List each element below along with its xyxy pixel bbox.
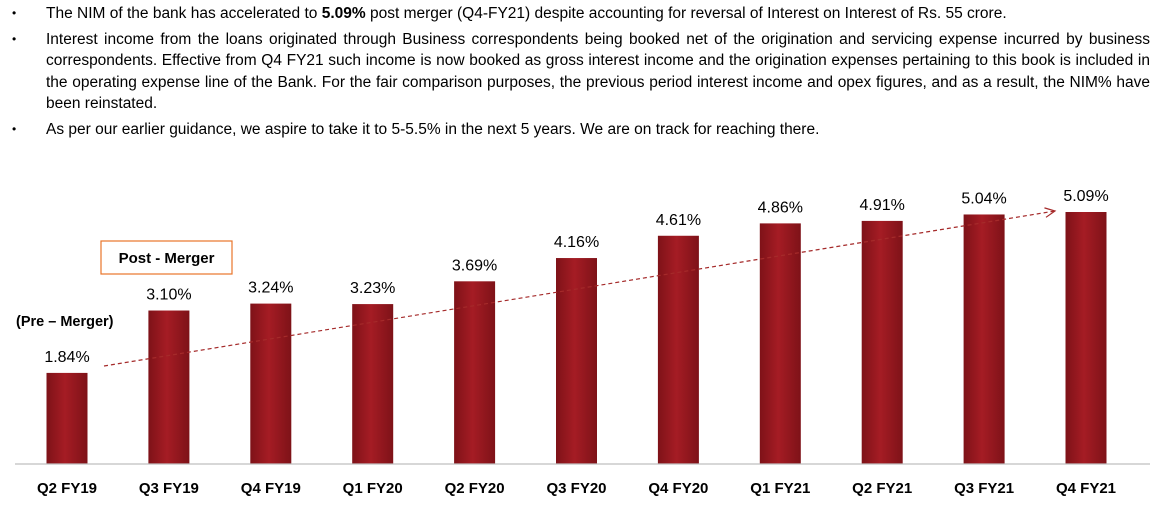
post-merger-label: Post - Merger: [119, 250, 215, 267]
bullet-item-guidance: • As per our earlier guidance, we aspire…: [10, 119, 1150, 141]
bar-q1-fy20: [352, 304, 394, 464]
x-tick-label: Q3 FY21: [954, 480, 1014, 497]
data-label: 1.84%: [44, 349, 89, 366]
bar-q1-fy21: [759, 223, 801, 464]
bar-q3-fy21: [963, 214, 1005, 464]
bullet-highlight: 5.09%: [321, 5, 366, 22]
bullet-item-bc-income: • Interest income from the loans origina…: [10, 29, 1150, 115]
x-tick-label: Q2 FY21: [852, 480, 912, 497]
x-tick-label: Q4 FY21: [1056, 480, 1116, 497]
x-tick-label: Q2 FY20: [445, 480, 505, 497]
x-tick-label: Q3 FY19: [139, 480, 199, 497]
bar-q2-fy21: [861, 220, 903, 464]
bar-q4-fy20: [657, 235, 699, 464]
bar-q3-fy20: [556, 258, 597, 464]
bullet-text: As per our earlier guidance, we aspire t…: [46, 120, 820, 138]
post-merger-box: [100, 240, 233, 275]
pre-merger-label: (Pre – Merger): [16, 314, 114, 330]
data-label: 5.09%: [1063, 188, 1108, 205]
x-tick-label: Q3 FY20: [546, 480, 606, 497]
data-label: 3.10%: [146, 287, 191, 304]
bullet-dot: •: [12, 6, 17, 20]
x-tick-label: Q4 FY20: [648, 480, 708, 497]
bar-q2-fy19: [46, 372, 88, 464]
trend-arrowhead: [1044, 207, 1057, 218]
bullet-item-nim: • The NIM of the bank has accelerated to…: [10, 3, 1150, 25]
bar-q4-fy19: [250, 303, 292, 464]
bullet-list: • The NIM of the bank has accelerated to…: [10, 3, 1150, 144]
data-label: 4.16%: [554, 234, 599, 251]
bar-q3-fy19: [148, 310, 190, 464]
bullet-dot: •: [12, 31, 17, 46]
bar-q2-fy20: [454, 281, 496, 464]
x-tick-label: Q1 FY21: [750, 480, 810, 497]
data-label: 4.91%: [860, 197, 905, 214]
data-label: 3.23%: [350, 280, 395, 297]
data-label: 3.24%: [248, 280, 293, 297]
data-label: 5.04%: [961, 190, 1006, 207]
x-tick-label: Q4 FY19: [241, 480, 301, 497]
data-label: 4.86%: [758, 199, 803, 216]
bullet-text: The NIM of the bank has accelerated to 5…: [46, 5, 1007, 22]
x-tick-label: Q1 FY20: [343, 480, 403, 497]
bullet-text: Interest income from the loans originate…: [46, 30, 1150, 113]
data-label: 3.69%: [452, 257, 497, 274]
bullet-dot: •: [12, 121, 17, 136]
x-tick-label: Q2 FY19: [37, 480, 97, 497]
data-label: 4.61%: [656, 212, 701, 229]
bar-q4-fy21: [1065, 212, 1107, 464]
